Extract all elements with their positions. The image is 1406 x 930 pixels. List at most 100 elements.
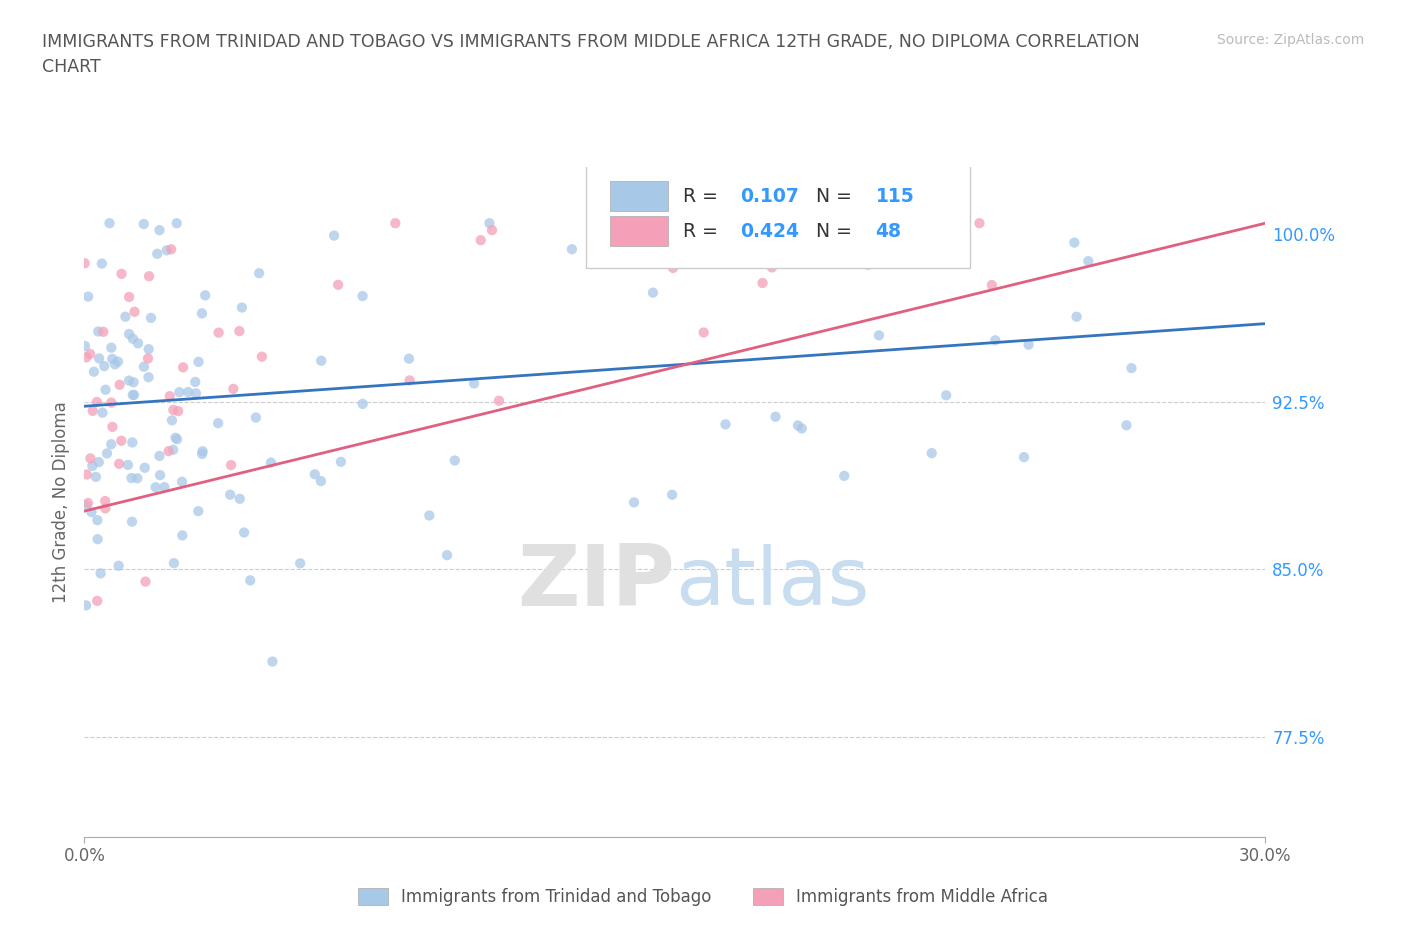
Point bbox=[239, 573, 262, 588]
Point bbox=[100, 340, 122, 355]
Point bbox=[122, 388, 145, 403]
Text: Source: ZipAtlas.com: Source: ZipAtlas.com bbox=[1216, 33, 1364, 46]
Point bbox=[329, 455, 352, 470]
Point bbox=[138, 370, 160, 385]
Point bbox=[139, 311, 162, 325]
Point bbox=[101, 352, 124, 366]
Legend: Immigrants from Trinidad and Tobago, Immigrants from Middle Africa: Immigrants from Trinidad and Tobago, Imm… bbox=[352, 881, 1054, 912]
Point bbox=[228, 324, 250, 339]
Point bbox=[463, 376, 485, 391]
Point bbox=[127, 336, 149, 351]
Point bbox=[167, 404, 190, 418]
Point bbox=[114, 310, 136, 325]
Point bbox=[832, 469, 855, 484]
Point bbox=[98, 216, 121, 231]
Point bbox=[443, 453, 465, 468]
Text: N =: N = bbox=[804, 187, 858, 206]
Point bbox=[104, 357, 127, 372]
Text: N =: N = bbox=[804, 221, 858, 241]
Point bbox=[75, 498, 97, 512]
Point bbox=[121, 435, 143, 450]
Point bbox=[159, 389, 181, 404]
Point bbox=[122, 375, 145, 390]
Point bbox=[488, 393, 510, 408]
Point bbox=[309, 353, 332, 368]
Point bbox=[156, 243, 179, 258]
Point bbox=[290, 556, 312, 571]
Point bbox=[86, 512, 108, 527]
Point bbox=[96, 446, 118, 461]
Point bbox=[149, 468, 172, 483]
Point bbox=[166, 216, 188, 231]
Point bbox=[250, 350, 273, 365]
Point bbox=[94, 382, 117, 397]
Text: R =: R = bbox=[683, 187, 724, 206]
Point bbox=[110, 433, 132, 448]
Point bbox=[138, 341, 160, 356]
Point bbox=[148, 448, 170, 463]
Point bbox=[121, 388, 143, 403]
Point bbox=[124, 304, 146, 319]
Point bbox=[481, 222, 503, 237]
Point bbox=[561, 242, 583, 257]
Point bbox=[79, 451, 101, 466]
Point bbox=[790, 421, 813, 436]
Point bbox=[118, 289, 141, 304]
Y-axis label: 12th Grade, No Diploma: 12th Grade, No Diploma bbox=[52, 402, 70, 603]
Point bbox=[751, 275, 773, 290]
Point bbox=[87, 324, 110, 339]
Point bbox=[470, 232, 492, 247]
Point bbox=[75, 598, 97, 613]
Point bbox=[191, 446, 214, 461]
Point bbox=[117, 458, 139, 472]
FancyBboxPatch shape bbox=[610, 181, 668, 211]
Point bbox=[90, 566, 112, 581]
Point bbox=[162, 443, 184, 458]
Point bbox=[233, 525, 256, 540]
Point bbox=[984, 333, 1007, 348]
Point bbox=[184, 386, 207, 401]
Point bbox=[87, 351, 110, 365]
Point bbox=[194, 288, 217, 303]
Point bbox=[921, 445, 943, 460]
Point bbox=[247, 266, 270, 281]
Point bbox=[692, 326, 714, 340]
Point bbox=[80, 505, 103, 520]
Point bbox=[82, 404, 104, 418]
Point bbox=[93, 359, 115, 374]
Point bbox=[101, 419, 124, 434]
Point bbox=[77, 496, 100, 511]
Point bbox=[86, 394, 108, 409]
Point bbox=[127, 471, 149, 485]
Point bbox=[245, 410, 267, 425]
Point bbox=[108, 457, 131, 472]
Point bbox=[108, 378, 131, 392]
Point bbox=[1066, 310, 1088, 325]
Point bbox=[82, 458, 104, 473]
Point bbox=[169, 385, 191, 400]
Point bbox=[163, 556, 186, 571]
Point bbox=[145, 480, 167, 495]
Point bbox=[1077, 254, 1099, 269]
Point bbox=[110, 266, 132, 281]
Point bbox=[352, 396, 374, 411]
Point bbox=[172, 528, 194, 543]
Point bbox=[623, 495, 645, 510]
Point bbox=[118, 373, 141, 388]
Point bbox=[1115, 418, 1137, 432]
Point bbox=[398, 352, 420, 366]
Point bbox=[231, 300, 253, 315]
Point bbox=[91, 325, 114, 339]
Point bbox=[187, 504, 209, 519]
Point bbox=[478, 216, 501, 231]
Point bbox=[170, 474, 193, 489]
Point bbox=[969, 216, 991, 231]
Point bbox=[323, 228, 346, 243]
Point bbox=[641, 286, 664, 300]
Point bbox=[138, 269, 160, 284]
Point bbox=[398, 373, 420, 388]
Point bbox=[1063, 235, 1085, 250]
Point bbox=[260, 455, 283, 470]
Point bbox=[87, 455, 110, 470]
Point bbox=[118, 326, 141, 341]
